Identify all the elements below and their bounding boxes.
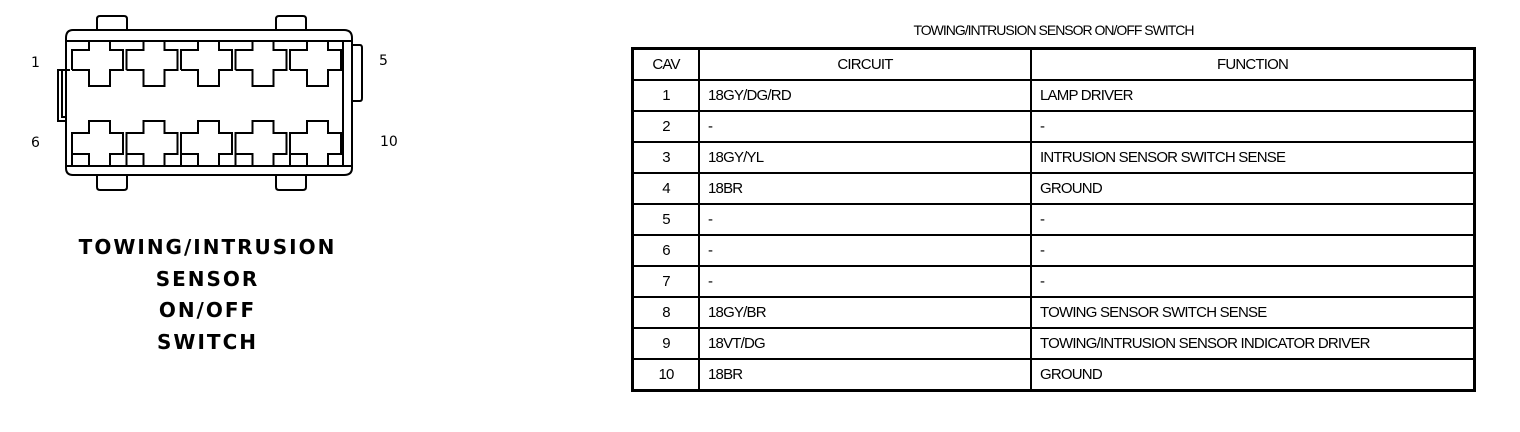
circuit-cell: 18GY/DG/RD — [698, 79, 1032, 112]
cav-cell: 4 — [631, 172, 700, 205]
caption-line: TOWING/INTRUSION — [78, 235, 337, 259]
table-row: 9 18VT/DG TOWING/INTRUSION SENSOR INDICATO… — [631, 327, 1476, 360]
cavity — [289, 41, 342, 87]
cav-cell: 1 — [631, 79, 700, 112]
circuit-cell: 18GY/BR — [698, 296, 1032, 329]
pin-label-5: 5 — [379, 53, 388, 69]
caption-line: SWITCH — [157, 329, 258, 354]
cavity — [71, 120, 124, 166]
cav-cell: 9 — [631, 327, 700, 360]
cav-cell: 5 — [631, 203, 700, 236]
table-row: 6-- — [631, 234, 1476, 267]
header-function: FUNCTION — [1030, 47, 1476, 81]
cavity — [234, 120, 288, 166]
caption-line: ON/OFF — [158, 298, 257, 322]
function-cell: TOWING SENSOR SWITCH SENSE — [1030, 296, 1476, 329]
table-row: 3 18GY/YL INTRUSION SENSOR SWITCH SENSE — [631, 141, 1476, 174]
cav-cell: 7 — [631, 265, 700, 298]
function-cell: TOWING/INTRUSION SENSOR INDICATOR DRIVER — [1030, 327, 1476, 360]
caption-line: SENSOR — [155, 266, 260, 291]
function-cell: GROUND — [1030, 172, 1476, 205]
pinout-table: CAV CIRCUIT FUNCTION 1 18GY/DG/RD LAMP DRI… — [631, 47, 1476, 392]
function-cell: - — [1030, 265, 1476, 298]
connector-caption: TOWING/INTRUSION SENSOR ON/OFF SWITCH — [60, 232, 355, 358]
cavity — [125, 120, 179, 166]
circuit-cell: 18VT/DG — [698, 327, 1032, 360]
table-row: 2-- — [631, 110, 1476, 143]
circuit-cell: - — [698, 234, 1032, 267]
table-header-row: CAV CIRCUIT FUNCTION — [631, 47, 1476, 81]
header-cav: CAV — [631, 47, 700, 81]
pin-label-10: 10 — [380, 134, 398, 150]
circuit-cell: 18BR — [698, 358, 1032, 392]
circuit-cell: 18BR — [698, 172, 1032, 205]
cavity — [180, 120, 233, 166]
cavity — [71, 41, 124, 87]
locking-tabs — [96, 15, 307, 191]
header-circuit: CIRCUIT — [698, 47, 1032, 81]
cav-cell: 2 — [631, 110, 700, 143]
connector-face-diagram — [57, 15, 363, 191]
table-title: TOWING/INTRUSION SENSOR ON/OFF SWITCH — [913, 22, 1194, 38]
connector-body — [65, 29, 353, 176]
function-cell: INTRUSION SENSOR SWITCH SENSE — [1030, 141, 1476, 174]
circuit-cell: 18GY/YL — [698, 141, 1032, 174]
cavity — [180, 41, 233, 87]
circuit-cell: - — [698, 265, 1032, 298]
table-row: 4 18BR GROUND — [631, 172, 1476, 205]
table-row: 7-- — [631, 265, 1476, 298]
circuit-cell: - — [698, 110, 1032, 143]
cavity — [289, 120, 342, 166]
cavity — [125, 41, 179, 87]
pin-label-6: 6 — [31, 135, 40, 151]
function-cell: - — [1030, 110, 1476, 143]
pin-label-1: 1 — [31, 55, 40, 71]
cav-cell: 10 — [631, 358, 700, 392]
function-cell: LAMP DRIVER — [1030, 79, 1476, 112]
function-cell: - — [1030, 234, 1476, 267]
table-row: 5-- — [631, 203, 1476, 236]
cav-cell: 3 — [631, 141, 700, 174]
cav-cell: 8 — [631, 296, 700, 329]
function-cell: - — [1030, 203, 1476, 236]
cavities — [71, 41, 342, 166]
table-row: 8 18GY/BR TOWING SENSOR SWITCH SENSE — [631, 296, 1476, 329]
circuit-cell: - — [698, 203, 1032, 236]
function-cell: GROUND — [1030, 358, 1476, 392]
table-row: 10 18BR GROUND — [631, 358, 1476, 392]
cav-cell: 6 — [631, 234, 700, 267]
cavity — [234, 41, 288, 87]
table-row: 1 18GY/DG/RD LAMP DRIVER — [631, 79, 1476, 112]
